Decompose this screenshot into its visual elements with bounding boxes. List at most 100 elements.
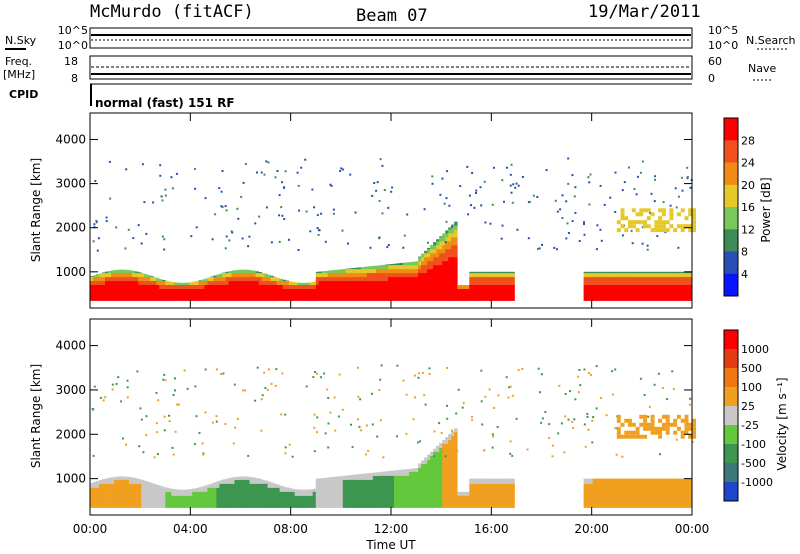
heatmap-cell	[276, 277, 280, 282]
heatmap-cell	[454, 487, 458, 492]
heatmap-cell	[150, 503, 154, 508]
heatmap-cell	[96, 284, 100, 289]
heatmap-cell	[278, 240, 281, 243]
heatmap-cell	[492, 435, 495, 438]
heatmap-cell	[351, 487, 356, 492]
heatmap-cell	[388, 264, 392, 270]
heatmap-cell	[478, 288, 482, 293]
heatmap-cell	[614, 427, 617, 430]
heatmap-cell	[610, 271, 615, 274]
heatmap-cell	[487, 487, 491, 492]
heatmap-cell	[144, 280, 148, 285]
heatmap-cell	[391, 495, 395, 500]
heatmap-cell	[448, 264, 452, 270]
heatmap-cell	[567, 157, 570, 160]
heatmap-cell	[243, 296, 247, 301]
heatmap-cell	[282, 296, 286, 301]
heatmap-cell	[138, 499, 142, 504]
heatmap-cell	[442, 495, 446, 500]
heatmap-cell	[315, 503, 320, 508]
heatmap-cell	[598, 499, 603, 504]
heatmap-cell	[421, 288, 425, 293]
heatmap-cell	[207, 499, 211, 504]
heatmap-cell	[421, 296, 425, 301]
heatmap-cell	[155, 422, 158, 425]
heatmap-cell	[342, 276, 347, 282]
heatmap-cell	[300, 166, 303, 169]
heatmap-cell	[415, 495, 419, 500]
nave-tick-top: 60	[708, 55, 722, 68]
heatmap-cell	[354, 292, 359, 297]
heatmap-cell	[472, 296, 476, 301]
heatmap-cell	[664, 288, 669, 293]
heatmap-cell	[479, 186, 482, 189]
heatmap-cell	[448, 491, 452, 496]
heatmap-cell	[493, 276, 497, 282]
heatmap-cell	[93, 296, 97, 301]
heatmap-cell	[147, 288, 151, 293]
heatmap-cell	[433, 252, 437, 258]
heatmap-cell	[680, 272, 684, 278]
heatmap-cell	[258, 495, 262, 500]
heatmap-cell	[409, 288, 413, 293]
heatmap-cell	[135, 483, 139, 488]
heatmap-cell	[427, 252, 431, 258]
heatmap-cell	[445, 491, 449, 496]
heatmap-cell	[475, 483, 479, 488]
heatmap-cell	[400, 483, 404, 488]
heatmap-cell	[357, 366, 359, 369]
heatmap-cell	[680, 418, 685, 423]
heatmap-cell	[388, 268, 392, 274]
heatmap-cell	[631, 422, 636, 427]
heatmap-cell	[177, 495, 181, 500]
heatmap-cell	[421, 253, 425, 258]
heatmap-cell	[478, 271, 482, 274]
heatmap-cell	[339, 269, 344, 274]
heatmap-cell	[318, 288, 323, 293]
heatmap-cell	[468, 194, 471, 197]
heatmap-cell	[496, 426, 499, 428]
heatmap-cell	[237, 479, 241, 484]
heatmap-cell	[478, 483, 482, 488]
heatmap-cell	[306, 282, 311, 285]
heatmap-cell	[397, 292, 401, 297]
heatmap-cell	[592, 499, 597, 504]
heatmap-cell	[487, 503, 491, 508]
heatmap-cell	[222, 372, 225, 375]
heatmap-cell	[670, 296, 675, 301]
heatmap-cell	[451, 491, 455, 496]
heatmap-cell	[385, 471, 389, 476]
heatmap-cell	[141, 491, 145, 496]
heatmap-cell	[571, 220, 574, 223]
heatmap-cell	[496, 276, 500, 282]
heatmap-cell	[334, 429, 337, 432]
heatmap-cell	[180, 499, 184, 504]
heatmap-cell	[661, 483, 666, 488]
heatmap-cell	[397, 483, 401, 488]
heatmap-cell	[108, 270, 112, 274]
heatmap-cell	[366, 495, 371, 500]
heatmap-cell	[592, 292, 597, 297]
heatmap-cell	[388, 471, 392, 472]
heatmap-cell	[445, 479, 449, 484]
heatmap-cell	[258, 499, 262, 504]
heatmap-cell	[493, 487, 497, 492]
heatmap-cell	[246, 284, 250, 289]
heatmap-cell	[391, 272, 395, 278]
heatmap-cell	[442, 248, 446, 254]
heatmap-cell	[424, 499, 428, 504]
heatmap-cell	[168, 420, 171, 423]
heatmap-cell	[658, 503, 663, 508]
heatmap-cell	[324, 477, 329, 480]
heatmap-cell	[102, 276, 106, 282]
heatmap-cell	[115, 226, 118, 229]
heatmap-cell	[95, 219, 98, 222]
heatmap-cell	[628, 272, 633, 278]
heatmap-cell	[318, 479, 323, 484]
heatmap-cell	[171, 491, 175, 496]
heatmap-cell	[394, 495, 398, 500]
heatmap-cell	[249, 284, 253, 289]
heatmap-cell	[341, 168, 344, 171]
heatmap-cell	[171, 284, 175, 289]
heatmap-cell	[619, 499, 624, 504]
